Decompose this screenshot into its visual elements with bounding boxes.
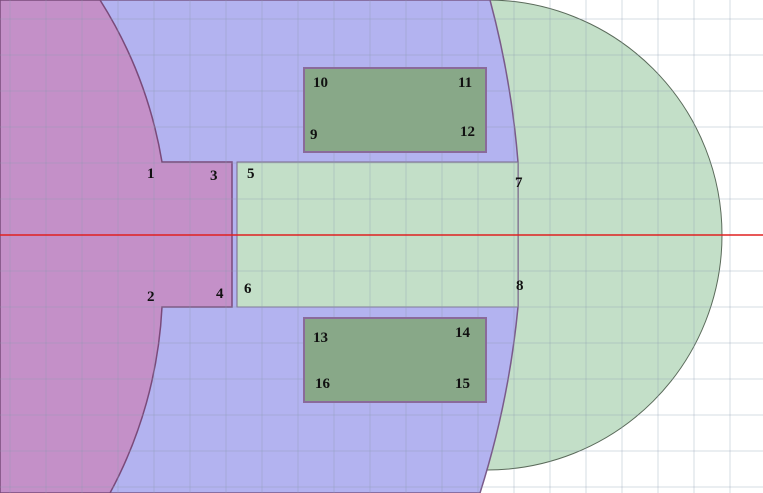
lower-block (303, 317, 487, 403)
point-label: 12 (460, 124, 475, 140)
point-label: 4 (216, 286, 224, 302)
upper-block (303, 67, 487, 153)
point-label: 13 (313, 330, 328, 346)
point-label: 14 (455, 325, 471, 341)
point-label: 10 (313, 75, 328, 91)
point-label: 15 (455, 376, 470, 392)
point-label: 8 (516, 278, 524, 294)
point-label: 16 (315, 376, 331, 392)
inner-region (0, 0, 233, 493)
point-label: 6 (244, 281, 252, 297)
point-label: 5 (247, 166, 255, 182)
point-label: 2 (147, 289, 155, 305)
point-label: 3 (210, 168, 218, 184)
point-label: 1 (147, 166, 155, 182)
point-label: 9 (310, 127, 318, 143)
point-label: 11 (458, 75, 472, 91)
point-label: 7 (515, 175, 523, 191)
